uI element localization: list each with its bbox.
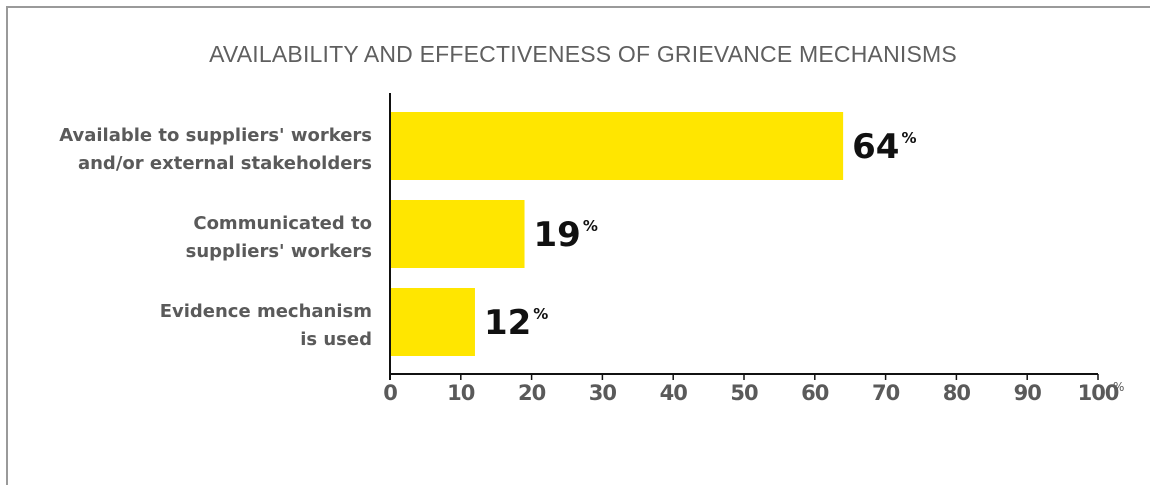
x-tick-label-30: 30 [589, 381, 617, 405]
value-labels: 64 % 19 % 12% [484, 127, 917, 343]
bar-3 [390, 288, 475, 356]
bar-1 [390, 112, 844, 180]
x-tick-label-40: 40 [660, 381, 688, 405]
x-axis: 0 10 20 30 40 50 60 70 80 90 100% [383, 93, 1124, 405]
x-tick-label-20: 20 [518, 381, 546, 405]
category-label-3: Evidence mechanism is used [160, 301, 372, 350]
x-tick-label-70: 70 [872, 381, 900, 405]
value-label-2: 19% [534, 215, 598, 255]
x-tick-label-80: 80 [943, 381, 971, 405]
x-tick-label-60: 60 [801, 381, 829, 405]
category-label-2: Communicated to suppliers' workers [186, 213, 372, 262]
bar-2 [390, 200, 525, 268]
x-tick-label-90: 90 [1014, 381, 1042, 405]
chart-frame [6, 6, 1150, 485]
x-tick-unit: % [1113, 380, 1124, 394]
x-tick-label-10: 10 [447, 381, 475, 405]
category-label-1: Available to suppliers' workers and/or ex… [59, 125, 372, 174]
x-tick-label-50: 50 [730, 381, 758, 405]
category-labels: Available to suppliers' workers and/or ex… [59, 125, 372, 350]
chart-title: AVAILABILITY AND EFFECTIVENESS OF GRIEVA… [209, 41, 957, 67]
x-tick-label-100: 100 [1078, 381, 1119, 405]
x-tick-label-0: 0 [383, 381, 397, 405]
value-label-1: 64% [852, 127, 916, 167]
bars-layer [390, 112, 844, 356]
value-label-3: 12% [484, 303, 548, 343]
